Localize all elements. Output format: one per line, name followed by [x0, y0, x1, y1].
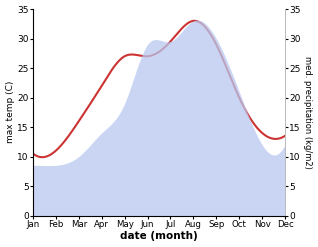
Y-axis label: med. precipitation (kg/m2): med. precipitation (kg/m2): [303, 56, 313, 169]
X-axis label: date (month): date (month): [120, 231, 198, 242]
Y-axis label: max temp (C): max temp (C): [5, 81, 15, 144]
